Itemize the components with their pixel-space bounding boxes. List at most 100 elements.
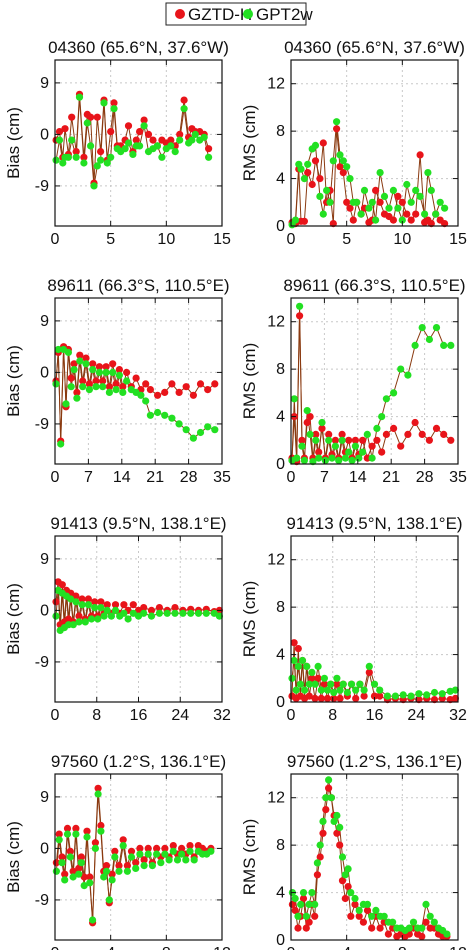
data-point-gpt2w — [389, 918, 397, 926]
x-tick-label: 10 — [157, 231, 175, 248]
data-point-gpt2w — [298, 442, 306, 450]
data-point-gztd — [341, 894, 349, 903]
data-point-gpt2w — [111, 606, 120, 615]
data-point-gpt2w — [298, 656, 307, 665]
data-point-gztd — [329, 220, 337, 228]
data-point-gztd — [338, 430, 346, 438]
data-point-gpt2w — [405, 924, 413, 932]
data-point-gztd — [123, 368, 131, 376]
data-point-gpt2w — [390, 389, 398, 397]
data-point-gztd — [154, 391, 162, 399]
data-point-gpt2w — [304, 160, 312, 168]
data-point-gpt2w — [146, 411, 154, 419]
data-point-gztd — [132, 136, 140, 144]
data-point-gpt2w — [427, 186, 435, 194]
y-tick-label: -9 — [35, 178, 49, 195]
data-point-gztd — [79, 377, 87, 385]
data-point-gpt2w — [102, 368, 110, 376]
y-axis-label: Bias (cm) — [4, 345, 23, 417]
data-point-gpt2w — [355, 454, 363, 462]
data-point-gpt2w — [338, 853, 347, 861]
data-point-gpt2w — [70, 366, 78, 374]
data-point-gztd — [204, 386, 212, 394]
panels: 04360 (65.6°N, 37.6°W) 0 5 10 15 9 0 -9 Bias (cm… — [4, 38, 467, 950]
y-tick-label: 4 — [276, 647, 285, 664]
data-point-gztd — [333, 125, 341, 133]
data-point-gztd — [205, 145, 213, 153]
data-point-gpt2w — [81, 618, 89, 626]
data-point-gpt2w — [72, 153, 80, 161]
data-point-gpt2w — [327, 680, 335, 688]
data-point-gpt2w — [368, 912, 376, 920]
data-point-gpt2w — [339, 157, 347, 165]
y-tick-label: 4 — [276, 409, 285, 426]
x-tick-label: 7 — [84, 469, 93, 486]
data-point-gpt2w — [335, 456, 343, 464]
data-point-gztd — [70, 360, 78, 368]
data-point-gpt2w — [426, 912, 434, 920]
data-point-gpt2w — [297, 165, 305, 173]
data-point-gztd — [168, 380, 176, 388]
x-tick-label: 12 — [449, 945, 467, 950]
data-point-gpt2w — [207, 847, 215, 855]
data-point-gpt2w — [359, 448, 367, 456]
data-point-gztd — [352, 694, 360, 703]
data-point-gpt2w — [80, 159, 88, 167]
data-point-gztd — [360, 692, 368, 700]
x-tick-label: 4 — [106, 945, 115, 950]
data-point-gztd — [171, 604, 179, 612]
data-point-gpt2w — [423, 691, 431, 699]
data-point-gpt2w — [403, 180, 411, 189]
data-point-gztd — [315, 448, 323, 456]
data-point-gpt2w — [333, 811, 341, 820]
plot-frame — [290, 59, 459, 227]
data-point-gztd — [182, 383, 190, 391]
data-point-gztd — [412, 210, 420, 218]
x-tick-label: 35 — [213, 469, 231, 486]
data-point-gztd — [382, 430, 390, 438]
x-tick-label: 8 — [398, 945, 407, 950]
data-point-gpt2w — [430, 918, 438, 926]
data-point-gztd — [330, 694, 338, 703]
data-point-gztd — [338, 877, 347, 885]
data-point-gpt2w — [321, 456, 329, 464]
data-point-gpt2w — [440, 341, 448, 349]
data-point-gztd — [52, 598, 60, 606]
data-point-gpt2w — [409, 918, 418, 926]
data-point-gpt2w — [353, 198, 361, 206]
data-point-gztd — [72, 148, 80, 156]
data-point-gztd — [66, 847, 74, 855]
data-point-gztd — [127, 847, 136, 855]
data-point-gpt2w — [385, 204, 393, 212]
data-point-gztd — [112, 380, 120, 388]
data-point-gztd — [176, 130, 184, 138]
data-point-gztd — [144, 844, 152, 853]
data-point-gpt2w — [331, 442, 339, 450]
data-point-gztd — [447, 436, 455, 444]
data-point-gztd — [376, 198, 384, 206]
data-point-gztd — [316, 175, 324, 183]
data-point-gpt2w — [411, 341, 419, 349]
data-point-gpt2w — [368, 454, 376, 462]
data-point-gpt2w — [107, 153, 115, 161]
data-point-gztd — [298, 436, 306, 444]
data-point-gpt2w — [124, 139, 133, 147]
data-point-gpt2w — [363, 900, 372, 909]
data-point-gpt2w — [136, 142, 144, 150]
panel-1: 04360 (65.6°N, 37.6°W) 0 5 10 15 9 0 -9 Bias (cm… — [4, 38, 231, 248]
data-point-gpt2w — [365, 204, 373, 212]
data-point-gztd — [58, 853, 66, 861]
data-point-gztd — [322, 806, 330, 814]
data-point-gpt2w — [360, 186, 369, 194]
data-point-gztd — [347, 912, 355, 920]
panel-title: 97560 (1.2°S, 136.1°E) — [51, 752, 226, 771]
data-point-gpt2w — [78, 601, 86, 609]
y-tick-label: 0 — [40, 364, 49, 381]
y-tick-label: -9 — [35, 654, 49, 671]
data-point-gztd — [136, 128, 144, 136]
data-point-gztd — [180, 96, 188, 104]
data-point-gpt2w — [186, 847, 194, 855]
data-point-gpt2w — [318, 418, 326, 427]
data-point-gztd — [308, 180, 316, 189]
data-point-gztd — [320, 680, 328, 688]
